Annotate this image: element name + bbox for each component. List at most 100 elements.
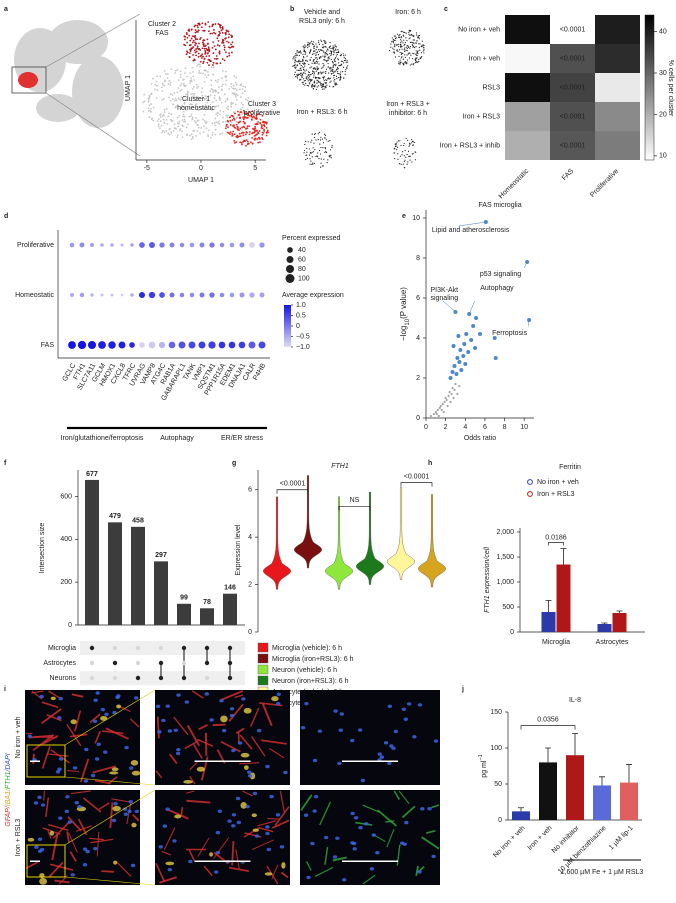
cell-dot (314, 57, 316, 59)
cell-dot (216, 44, 219, 46)
cell-dot (408, 38, 410, 40)
cell-dot (172, 129, 175, 132)
cell-dot (307, 80, 309, 82)
cell-dot (423, 47, 425, 49)
nucleus (275, 813, 281, 817)
cell-dot (400, 61, 402, 63)
cell-dot (156, 75, 159, 78)
cell-dot (240, 101, 243, 104)
cell-dot (321, 85, 323, 87)
cell-dot (201, 22, 204, 25)
cell-dot (400, 39, 402, 41)
cell-dot (393, 147, 395, 149)
cell-dot (199, 38, 201, 41)
cell-dot (345, 61, 347, 63)
point (462, 342, 467, 346)
stain-strand (51, 834, 59, 861)
cell-dot (324, 59, 326, 61)
cell-dot (229, 133, 231, 136)
nucleus (83, 779, 89, 783)
cell-dot (225, 114, 228, 117)
cell-dot (403, 39, 405, 41)
cell-dot (293, 56, 295, 58)
cell-dot (206, 61, 209, 64)
dot (178, 341, 186, 349)
cell-dot (199, 60, 202, 63)
cell-dot (394, 143, 396, 145)
cell-dot (193, 97, 195, 99)
cell-dot (197, 22, 200, 25)
cell-dot (322, 165, 325, 167)
cell-dot (296, 76, 298, 78)
y-tick-label: 1,500 (496, 554, 514, 561)
cell-dot (415, 46, 417, 48)
cell-dot (214, 117, 217, 120)
y-tick-label: 2 (416, 375, 420, 382)
stain-strand (66, 831, 70, 843)
cell-dot (316, 69, 319, 71)
cell-dot (198, 42, 200, 45)
cell-dot (321, 83, 323, 86)
stain-blob (240, 801, 247, 809)
cell-dot (197, 126, 200, 129)
stain-strand (274, 806, 290, 826)
cell-dot (318, 149, 321, 152)
legend-dot (286, 256, 294, 263)
cell-dot (232, 102, 234, 105)
cell-dot (301, 76, 303, 78)
stain-label: GFAP/IBA1/FTH1/DAPI (5, 753, 12, 826)
cell-dot (217, 39, 220, 42)
dot (159, 242, 165, 248)
cell-dot (411, 57, 414, 60)
cell-dot (230, 103, 233, 106)
cell-dot (296, 49, 298, 52)
point (464, 332, 469, 336)
cell-dot (196, 97, 199, 100)
point (439, 404, 442, 408)
dot (219, 242, 225, 248)
y-axis-label: FTH1 expression/cell (484, 547, 491, 613)
cell-dot (219, 99, 221, 102)
cell-dot (328, 85, 331, 87)
bar (541, 612, 556, 632)
cell-dot (393, 48, 395, 51)
stain-strand (94, 730, 101, 744)
cell-dot (300, 50, 302, 52)
stain-strand (79, 758, 90, 783)
dot (139, 342, 145, 348)
stain-strand (155, 862, 165, 882)
cell-dot (403, 49, 405, 51)
dot (248, 341, 256, 349)
cell-dot (395, 143, 397, 145)
cell-dot (396, 146, 399, 148)
dot (110, 243, 114, 247)
cell-dot (202, 96, 204, 99)
cell-dot (230, 102, 233, 105)
cell-dot (160, 124, 163, 127)
nucleus (379, 755, 385, 759)
value-label: 78 (203, 599, 211, 606)
cell-dot (215, 99, 218, 102)
stain-strand (71, 693, 84, 698)
cell-dot (236, 94, 239, 96)
cell-dot (235, 123, 238, 126)
cell-dot (298, 59, 300, 61)
y-tick-label: 400 (60, 536, 72, 543)
cell-dot (190, 28, 193, 31)
cell-dot (312, 60, 314, 62)
cell-dot (325, 46, 327, 48)
cell-dot (420, 52, 422, 54)
heat-cell (550, 102, 595, 131)
stain-strand (242, 790, 253, 797)
nucleus (57, 767, 62, 771)
point (446, 404, 449, 408)
colorbar-label: −0.5 (296, 333, 310, 340)
cell-dot (218, 44, 221, 47)
cell-dot (183, 38, 186, 41)
bar (566, 755, 584, 820)
stain-part: GFAP/ (5, 805, 12, 827)
cell-dot (318, 63, 320, 65)
legend-label: Neuron (iron+RSL3): 6 h (272, 678, 349, 685)
cell-dot (208, 55, 211, 57)
cell-dot (327, 49, 329, 51)
